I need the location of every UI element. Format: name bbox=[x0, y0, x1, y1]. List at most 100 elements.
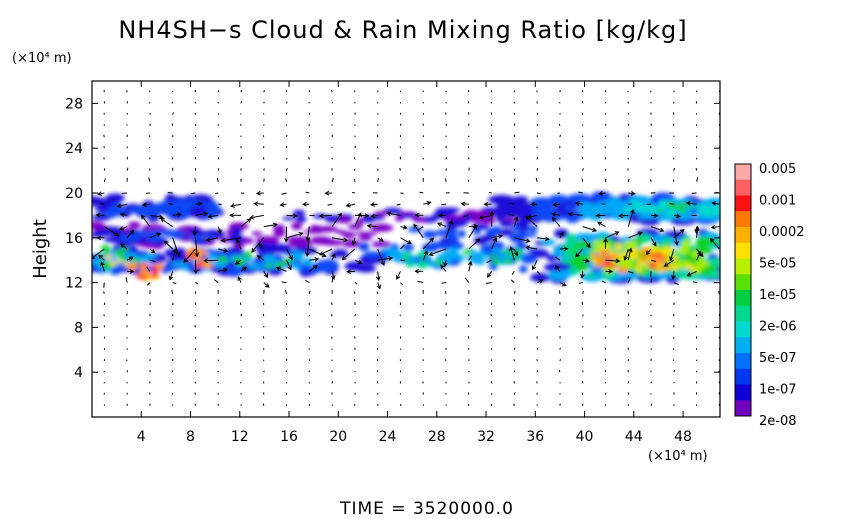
x-axis-unit: (×10⁴ m) bbox=[648, 449, 708, 464]
wind-vector bbox=[99, 202, 105, 205]
cloud-cell bbox=[488, 194, 515, 205]
cloud-cell bbox=[122, 253, 138, 258]
wind-vector bbox=[370, 203, 378, 206]
wind-vector bbox=[281, 281, 287, 284]
wind-vector-head bbox=[538, 279, 544, 284]
wind-vector bbox=[319, 214, 333, 217]
wind-vector bbox=[376, 325, 379, 328]
wind-vector bbox=[578, 191, 583, 194]
cloud-cell bbox=[713, 257, 720, 268]
wind-vector bbox=[651, 214, 658, 217]
cloud-cell bbox=[194, 264, 202, 268]
x-tick-label: 16 bbox=[280, 429, 298, 445]
wind-vector-head bbox=[524, 245, 530, 251]
wind-vector bbox=[172, 249, 176, 261]
wind-vector bbox=[627, 277, 631, 283]
wind-vector-head bbox=[595, 213, 601, 218]
wind-vector bbox=[485, 282, 492, 284]
wind-vector-head bbox=[659, 227, 665, 233]
cloud-cell bbox=[203, 264, 214, 269]
wind-vector bbox=[429, 248, 447, 256]
cloud-cell bbox=[489, 241, 505, 251]
wind-vector bbox=[306, 237, 310, 256]
cloud-cell bbox=[227, 265, 245, 276]
wind-vector-head bbox=[513, 251, 519, 257]
plot-area bbox=[92, 89, 720, 406]
wind-vector bbox=[513, 392, 516, 395]
colorbar-swatch bbox=[735, 384, 751, 401]
cloud-cell bbox=[679, 202, 688, 207]
y-axis-label: Height bbox=[30, 219, 51, 279]
colorbar-label: 0.0002 bbox=[759, 225, 805, 240]
wind-vector-head bbox=[475, 238, 481, 244]
cloud-cell bbox=[344, 261, 366, 271]
wind-vector bbox=[367, 225, 378, 228]
wind-vector bbox=[422, 237, 434, 250]
wind-vector-head bbox=[614, 231, 620, 236]
cloud-cell bbox=[170, 261, 188, 267]
wind-vector bbox=[351, 191, 355, 194]
wind-vector bbox=[286, 134, 288, 138]
cloud-cell bbox=[151, 243, 164, 250]
wind-vector-head bbox=[460, 201, 466, 207]
cloud-cell bbox=[127, 262, 139, 269]
wind-vector bbox=[172, 112, 174, 115]
cloud-cell bbox=[579, 204, 590, 212]
wind-vector-head bbox=[526, 214, 532, 220]
cloud-cell bbox=[405, 261, 415, 268]
x-tick-label: 48 bbox=[674, 429, 692, 445]
cloud-cell bbox=[548, 270, 570, 281]
wind-vector bbox=[284, 289, 288, 294]
wind-vector bbox=[171, 289, 174, 294]
wind-vector-head bbox=[671, 275, 676, 281]
cloud-cell bbox=[347, 224, 364, 230]
wind-vector-head bbox=[618, 213, 623, 219]
wind-vector bbox=[582, 237, 591, 248]
cloud-cell bbox=[490, 226, 502, 234]
cloud-cell bbox=[518, 265, 528, 273]
wind-vector-head bbox=[525, 238, 531, 243]
wind-vector bbox=[491, 235, 503, 239]
cloud-cell bbox=[503, 259, 514, 264]
cloud-cell bbox=[116, 260, 122, 264]
cloud-cell bbox=[262, 242, 284, 253]
wind-vector bbox=[491, 237, 497, 250]
wind-vector bbox=[558, 369, 561, 373]
x-tick-label: 40 bbox=[576, 429, 594, 445]
wind-vector-head bbox=[120, 243, 126, 248]
cloud-cell bbox=[273, 229, 286, 238]
wind-vector-head bbox=[379, 237, 385, 242]
cloud-field bbox=[92, 191, 720, 284]
wind-vector bbox=[309, 265, 318, 272]
cloud-cell bbox=[671, 205, 679, 210]
wind-vector bbox=[509, 202, 515, 205]
wind-vector bbox=[240, 313, 243, 317]
wind-vector-head bbox=[313, 265, 318, 270]
wind-vector-head bbox=[253, 201, 259, 207]
wind-vector bbox=[627, 392, 630, 395]
colorbar-label: 1e-05 bbox=[759, 288, 797, 303]
wind-vector-head bbox=[375, 276, 381, 282]
wind-vector bbox=[686, 202, 697, 205]
wind-vector-head bbox=[129, 269, 135, 274]
cloud-cell bbox=[701, 238, 712, 246]
wind-vector bbox=[536, 290, 538, 294]
cloud-cell bbox=[661, 249, 669, 256]
wind-vector bbox=[619, 214, 629, 217]
wind-vector bbox=[555, 256, 561, 261]
wind-vector bbox=[692, 281, 697, 284]
cloud-cell bbox=[103, 236, 122, 243]
wind-vector bbox=[168, 203, 173, 205]
wind-vector bbox=[263, 89, 265, 93]
wind-vector bbox=[92, 248, 105, 259]
wind-vector bbox=[650, 259, 657, 262]
cloud-cell bbox=[491, 247, 500, 254]
wind-vector bbox=[331, 277, 334, 283]
wind-vector-head bbox=[302, 201, 307, 207]
wind-vector-head bbox=[207, 214, 213, 219]
wind-vector bbox=[650, 381, 653, 384]
wind-vector-head bbox=[575, 252, 580, 258]
wind-vector bbox=[217, 226, 222, 234]
wind-vector bbox=[437, 222, 447, 228]
wind-vector bbox=[98, 254, 105, 261]
